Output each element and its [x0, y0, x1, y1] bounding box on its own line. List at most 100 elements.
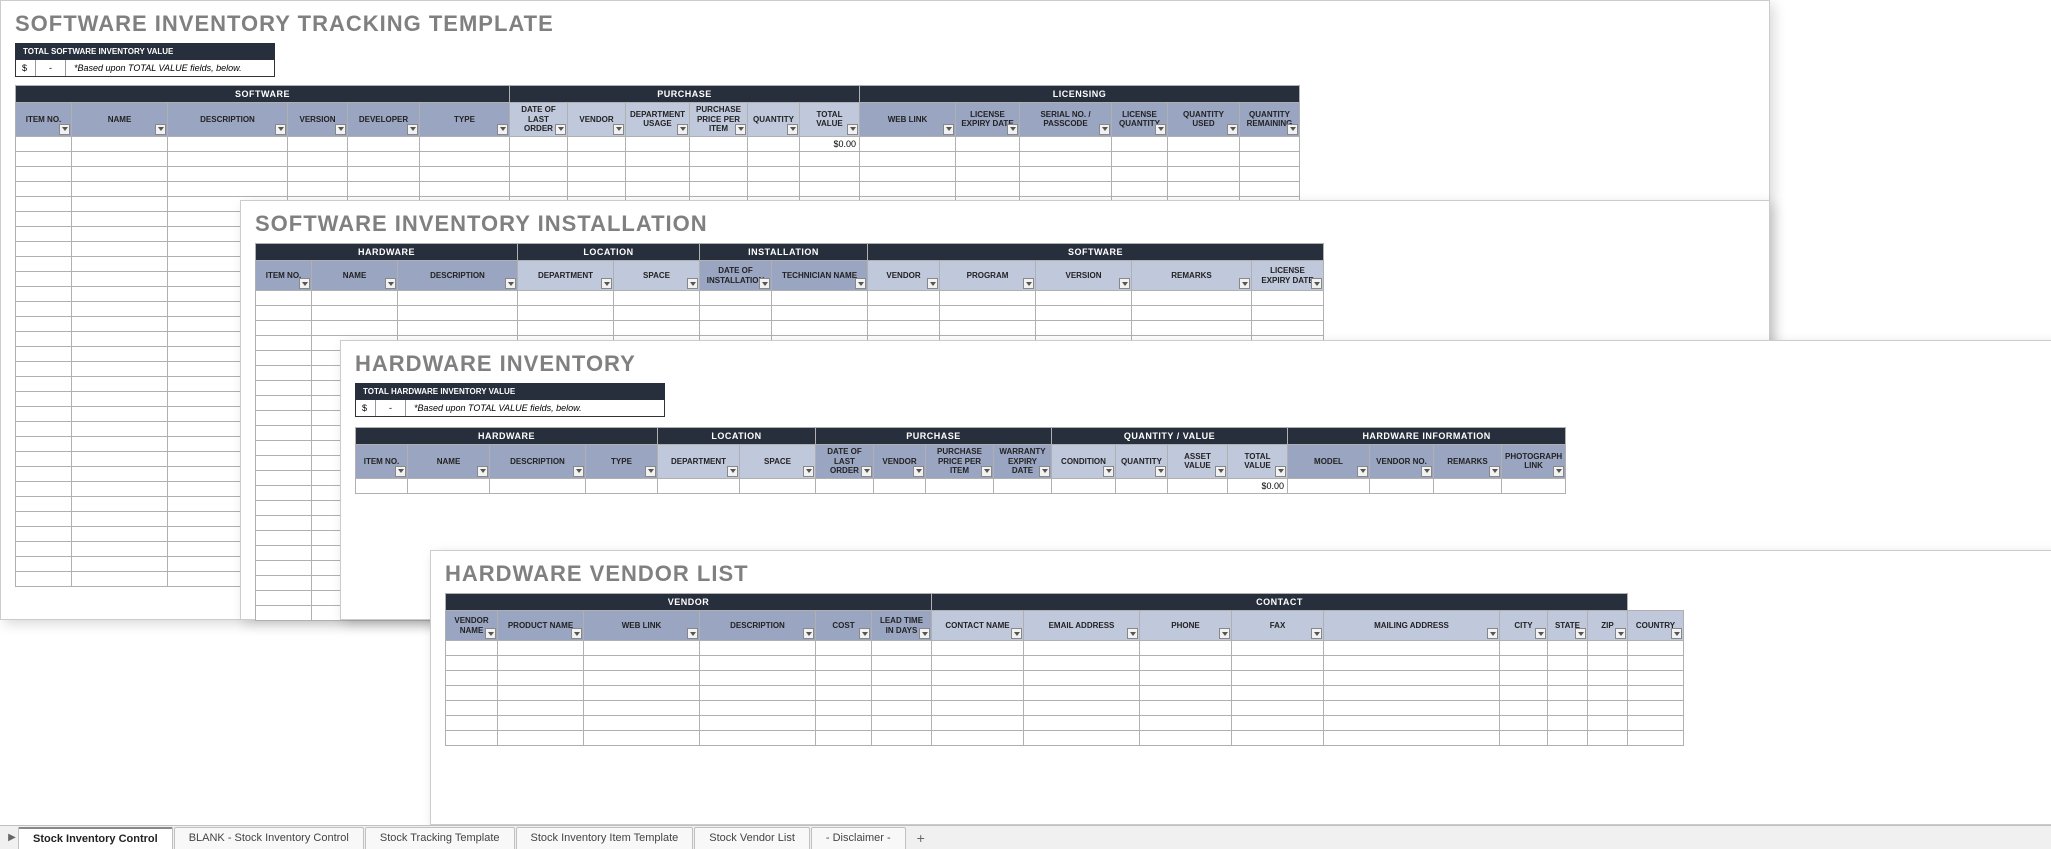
filter-dropdown-icon[interactable]: [1275, 466, 1286, 477]
table-cell[interactable]: [1140, 671, 1232, 686]
table-cell[interactable]: [72, 241, 168, 256]
table-cell[interactable]: [748, 136, 800, 151]
table-cell[interactable]: [16, 241, 72, 256]
column-header[interactable]: QUANTITY: [748, 103, 800, 137]
column-header[interactable]: QUANTITY REMAINING: [1240, 103, 1300, 137]
table-cell[interactable]: [1500, 716, 1548, 731]
filter-dropdown-icon[interactable]: [1489, 466, 1500, 477]
filter-dropdown-icon[interactable]: [1219, 628, 1230, 639]
table-cell[interactable]: [312, 321, 398, 336]
table-cell[interactable]: [16, 316, 72, 331]
table-cell[interactable]: [872, 641, 932, 656]
table-cell[interactable]: [740, 478, 816, 493]
table-cell[interactable]: [72, 571, 168, 586]
filter-dropdown-icon[interactable]: [687, 628, 698, 639]
table-cell[interactable]: [872, 731, 932, 746]
table-cell[interactable]: [72, 421, 168, 436]
table-cell[interactable]: [700, 716, 816, 731]
table-cell[interactable]: [72, 271, 168, 286]
filter-dropdown-icon[interactable]: [1099, 124, 1110, 135]
column-header[interactable]: REMARKS: [1434, 445, 1502, 479]
table-cell[interactable]: [16, 526, 72, 541]
column-header[interactable]: TECHNICIAN NAME: [772, 261, 868, 291]
table-cell[interactable]: [256, 441, 312, 456]
filter-dropdown-icon[interactable]: [497, 124, 508, 135]
column-header[interactable]: WEB LINK: [860, 103, 956, 137]
table-cell[interactable]: [72, 346, 168, 361]
table-cell[interactable]: [72, 526, 168, 541]
table-cell[interactable]: [1548, 656, 1588, 671]
column-header[interactable]: DESCRIPTION: [168, 103, 288, 137]
table-cell[interactable]: [1628, 716, 1684, 731]
table-cell[interactable]: [72, 331, 168, 346]
table-cell[interactable]: [932, 716, 1024, 731]
table-cell[interactable]: [510, 136, 568, 151]
table-cell[interactable]: [868, 291, 940, 306]
table-cell[interactable]: [72, 181, 168, 196]
table-cell[interactable]: [256, 411, 312, 426]
table-cell[interactable]: [1052, 478, 1116, 493]
table-cell[interactable]: [1132, 306, 1252, 321]
filter-dropdown-icon[interactable]: [861, 466, 872, 477]
table-row[interactable]: $0.00: [356, 478, 1566, 493]
table-cell[interactable]: [16, 481, 72, 496]
table-cell[interactable]: [1020, 136, 1112, 151]
table-cell[interactable]: [16, 301, 72, 316]
table-cell[interactable]: [72, 511, 168, 526]
table-cell[interactable]: [16, 361, 72, 376]
table-cell[interactable]: [256, 606, 312, 621]
table-cell[interactable]: [700, 291, 772, 306]
filter-dropdown-icon[interactable]: [1535, 628, 1546, 639]
table-cell[interactable]: [690, 136, 748, 151]
table-cell[interactable]: [498, 716, 584, 731]
table-cell[interactable]: [16, 151, 72, 166]
table-cell[interactable]: [16, 541, 72, 556]
table-cell[interactable]: [72, 361, 168, 376]
table-cell[interactable]: [1168, 136, 1240, 151]
table-cell[interactable]: [72, 391, 168, 406]
table-cell[interactable]: [256, 516, 312, 531]
table-cell[interactable]: [1588, 671, 1628, 686]
table-cell[interactable]: [1024, 671, 1140, 686]
filter-dropdown-icon[interactable]: [59, 124, 70, 135]
table-cell[interactable]: [288, 136, 348, 151]
table-cell[interactable]: [398, 321, 518, 336]
table-cell[interactable]: [1252, 306, 1324, 321]
table-cell[interactable]: [1232, 656, 1324, 671]
table-cell[interactable]: [446, 716, 498, 731]
table-cell[interactable]: [1548, 641, 1588, 656]
table-cell[interactable]: [348, 151, 420, 166]
filter-dropdown-icon[interactable]: [803, 466, 814, 477]
table-cell[interactable]: [816, 478, 874, 493]
table-cell[interactable]: [584, 641, 700, 656]
filter-dropdown-icon[interactable]: [1007, 124, 1018, 135]
column-header[interactable]: TYPE: [420, 103, 510, 137]
table-cell[interactable]: [956, 136, 1020, 151]
filter-dropdown-icon[interactable]: [299, 278, 310, 289]
filter-dropdown-icon[interactable]: [855, 278, 866, 289]
column-header[interactable]: ZIP: [1588, 611, 1628, 641]
table-cell[interactable]: [1140, 731, 1232, 746]
table-cell[interactable]: [690, 166, 748, 181]
table-cell[interactable]: [446, 731, 498, 746]
table-cell[interactable]: [1232, 716, 1324, 731]
table-cell[interactable]: [1252, 291, 1324, 306]
column-header[interactable]: DATE OF INSTALLATION: [700, 261, 772, 291]
filter-dropdown-icon[interactable]: [613, 124, 624, 135]
table-cell[interactable]: [398, 306, 518, 321]
column-header[interactable]: LEAD TIME IN DAYS: [872, 611, 932, 641]
table-cell[interactable]: [1500, 731, 1548, 746]
table-cell[interactable]: [1628, 671, 1684, 686]
table-cell[interactable]: [816, 731, 872, 746]
table-cell[interactable]: [932, 686, 1024, 701]
table-cell[interactable]: [72, 136, 168, 151]
table-row[interactable]: [256, 306, 1324, 321]
table-cell[interactable]: [348, 181, 420, 196]
table-cell[interactable]: [1240, 166, 1300, 181]
table-cell[interactable]: [256, 561, 312, 576]
table-cell[interactable]: [1168, 181, 1240, 196]
filter-dropdown-icon[interactable]: [505, 278, 516, 289]
table-cell[interactable]: [420, 181, 510, 196]
table-cell[interactable]: [940, 306, 1036, 321]
table-cell[interactable]: [748, 166, 800, 181]
